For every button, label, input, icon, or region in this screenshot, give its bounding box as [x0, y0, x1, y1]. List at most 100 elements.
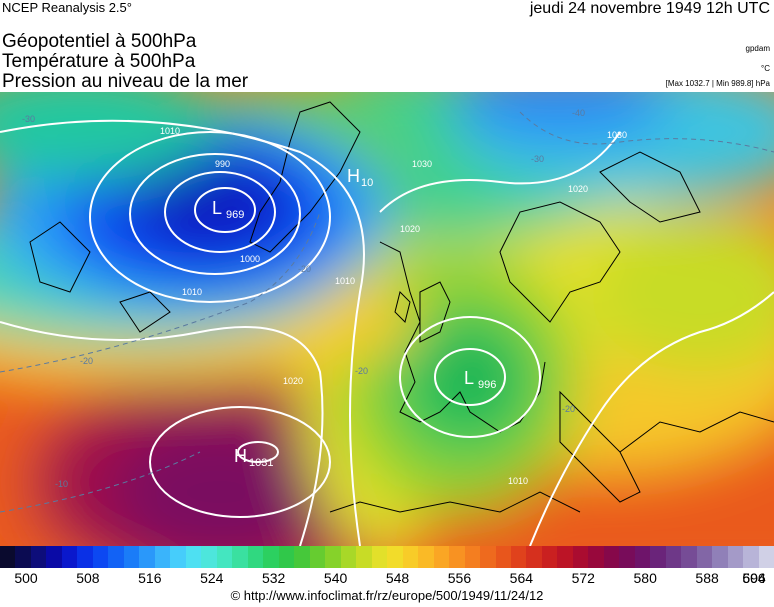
legend-swatch — [309, 546, 326, 568]
legend-swatch — [557, 546, 573, 568]
temperature-label: -30 — [531, 154, 544, 164]
pressure-centers: L 969 H 10 L 996 H 1031 — [212, 166, 496, 469]
legend-swatch — [46, 546, 62, 568]
isobar-label: 1010 — [508, 476, 528, 486]
isobar-label: 1020 — [283, 376, 303, 386]
legend-tick-label: 580 — [633, 570, 657, 586]
temperature-labels: -30 -40 -30 -20 -20 -20 -10 -20 — [22, 108, 585, 489]
legend-swatch — [433, 546, 450, 568]
high-center-value: 10 — [361, 177, 373, 189]
legend-tick-label: 588 — [695, 570, 719, 586]
isobar-label: 1020 — [400, 224, 420, 234]
legend-swatch — [603, 546, 620, 568]
legend-swatch — [0, 546, 16, 568]
legend-swatch — [402, 546, 419, 568]
low-center-label: L — [212, 198, 222, 218]
legend-swatch — [449, 546, 465, 568]
isobar-label: 1000 — [240, 254, 260, 264]
legend-swatch — [294, 546, 310, 568]
legend-swatch — [201, 546, 217, 568]
legend-swatch — [170, 546, 186, 568]
legend-swatch — [650, 546, 666, 568]
legend-swatch — [526, 546, 542, 568]
isobar-label: 990 — [215, 159, 230, 169]
legend-tick-label: 508 — [76, 570, 100, 586]
isobar-label: 1030 — [607, 130, 627, 140]
legend-tick-label: 556 — [447, 570, 472, 586]
legend-tick-label: 572 — [571, 570, 595, 586]
temperature-label: -20 — [562, 404, 575, 414]
isobar-label: 1020 — [568, 184, 588, 194]
legend-swatch — [727, 546, 744, 568]
isobars — [0, 119, 774, 546]
legend-swatch — [510, 546, 527, 568]
source-label: NCEP Reanalysis 2.5° — [2, 0, 132, 15]
low-center-value: 996 — [478, 379, 496, 391]
legend-tick-label: 540 — [323, 570, 348, 586]
temperature-label: -20 — [298, 264, 311, 274]
title-temperature: Température à 500hPa — [2, 51, 196, 72]
legend-tick-label: 532 — [261, 570, 286, 586]
isobar-label: 1010 — [160, 126, 180, 136]
high-center-label: H — [234, 446, 247, 466]
date-label: jeudi 24 novembre 1949 12h UTC — [529, 0, 770, 17]
legend-swatch — [356, 546, 372, 568]
legend-swatch — [247, 546, 264, 568]
legend-swatch — [61, 546, 78, 568]
legend-tick-label: 604 — [742, 570, 766, 586]
legend-tick-label: 500 — [14, 570, 38, 586]
temperature-label: -10 — [55, 479, 68, 489]
unit-temperature: °C — [761, 64, 770, 73]
legend-swatch — [665, 546, 682, 568]
legend-swatch — [77, 546, 93, 568]
unit-pressure: [Max 1032.7 | Min 989.8] hPa — [665, 79, 770, 88]
legend-swatch — [495, 546, 511, 568]
temperature-label: -40 — [572, 108, 585, 118]
legend-swatch — [696, 546, 713, 568]
legend-swatch — [743, 546, 759, 568]
legend-tick-label: 516 — [138, 570, 162, 586]
legend-swatch — [30, 546, 47, 568]
color-legend — [0, 546, 774, 568]
legend-swatch — [15, 546, 31, 568]
legend-tick-label: 548 — [385, 570, 410, 586]
isobar-label: 1010 — [335, 276, 355, 286]
temperature-isolines — [0, 111, 774, 513]
legend-swatch — [216, 546, 233, 568]
legend-swatch — [278, 546, 295, 568]
temperature-label: -30 — [22, 114, 35, 124]
high-center-label: H — [347, 166, 360, 186]
high-center-value: 1031 — [249, 457, 273, 469]
title-geopotential: Géopotentiel à 500hPa — [2, 31, 197, 52]
legend-swatch — [572, 546, 589, 568]
legend-swatch — [371, 546, 388, 568]
weather-map: L 969 H 10 L 996 H 1031 1010 1000 990 10… — [0, 92, 774, 546]
legend-tick-label: 524 — [200, 570, 224, 586]
legend-swatch — [340, 546, 357, 568]
isobar-label: 1030 — [412, 159, 432, 169]
legend-swatch — [541, 546, 558, 568]
legend-swatch — [418, 546, 434, 568]
temperature-label: -20 — [355, 366, 368, 376]
legend-swatch — [464, 546, 481, 568]
isobar-labels: 1010 1000 990 1020 1030 1010 1010 1020 1… — [160, 126, 627, 486]
legend-swatch — [185, 546, 202, 568]
legend-swatch — [387, 546, 403, 568]
legend-swatch — [232, 546, 248, 568]
color-field — [0, 92, 774, 546]
copyright-url: © http://www.infoclimat.fr/rz/europe/500… — [230, 588, 544, 603]
temperature-label: -20 — [80, 356, 93, 366]
legend-swatch — [123, 546, 140, 568]
legend-tick-label: 596 — [742, 570, 766, 586]
legend-swatch — [108, 546, 124, 568]
legend-swatch — [325, 546, 341, 568]
legend-swatch — [619, 546, 635, 568]
legend-swatch — [758, 546, 774, 568]
legend-swatch — [263, 546, 279, 568]
legend-tick-label: 564 — [509, 570, 534, 586]
legend-swatch — [154, 546, 171, 568]
legend-swatch — [139, 546, 155, 568]
legend-swatch — [588, 546, 604, 568]
legend-swatch — [480, 546, 496, 568]
title-pressure: Pression au niveau de la mer — [2, 71, 249, 92]
